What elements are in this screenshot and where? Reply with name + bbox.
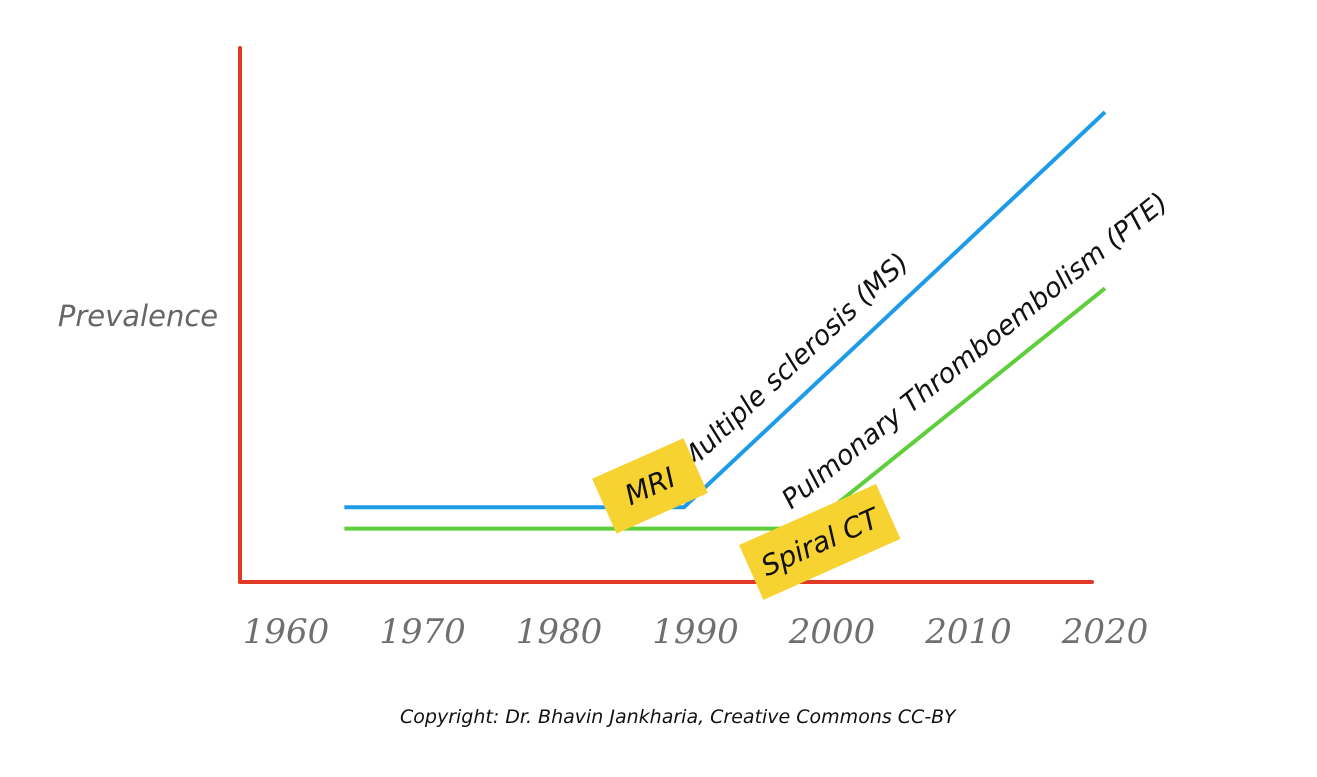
x-tick-label: 2020 [1061,612,1149,652]
x-tick-label: 1980 [516,612,603,652]
y-axis-label: Prevalence [58,299,218,333]
note-background [592,438,708,534]
x-tick-label: 2000 [788,612,876,652]
note-background [739,484,901,600]
axes [238,46,1094,584]
mri-note: MRI [592,438,708,534]
x-tick-label: 2010 [924,612,1012,652]
ms-line [344,110,1107,510]
copyright-text: Copyright: Dr. Bhavin Jankharia, Creativ… [400,706,956,728]
x-tick-label: 1990 [652,612,739,652]
x-tick-label: 1970 [379,612,466,652]
series-labels: Multiple sclerosis (MS)Pulmonary Thrombo… [673,187,1173,515]
x-tick-labels: 1960 1970 1980 1990 2000 2010 2020 [243,612,1149,652]
x-tick-label: 1960 [243,612,330,652]
